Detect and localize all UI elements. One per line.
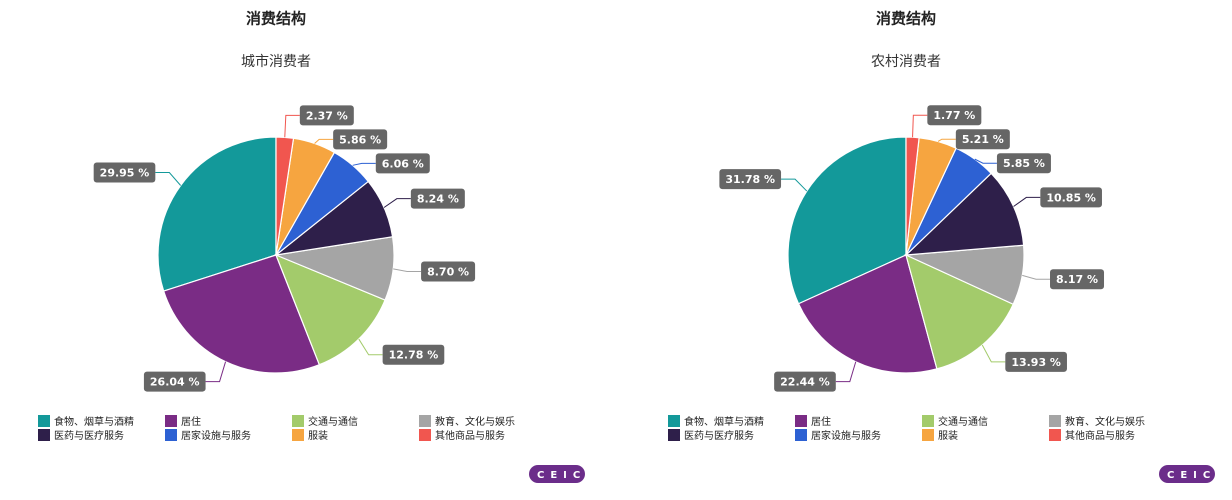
legend-swatch — [922, 415, 934, 427]
logo: CEIC — [1167, 470, 1216, 481]
legend-swatch — [292, 429, 304, 441]
legend-label: 食物、烟草与酒精 — [684, 415, 764, 428]
value-label: 1.77 % — [933, 109, 975, 122]
value-label-box — [955, 129, 1010, 150]
value-label-box — [375, 153, 430, 174]
value-label: 12.78 % — [389, 349, 439, 362]
value-label: 8.17 % — [1056, 273, 1098, 286]
legend-label: 交通与通信 — [938, 415, 988, 428]
value-label: 22.44 % — [780, 376, 830, 389]
legend-swatch — [922, 429, 934, 441]
legend-swatch — [668, 415, 680, 427]
legend-label: 服装 — [308, 429, 328, 442]
value-label-box — [333, 129, 388, 150]
legend-label: 居住 — [811, 415, 831, 428]
legend-label: 食物、烟草与酒精 — [54, 415, 134, 428]
value-label-box — [93, 162, 156, 183]
value-label-box — [299, 105, 354, 126]
leader-line — [205, 361, 227, 383]
legend-swatch — [38, 415, 50, 427]
legend-swatch — [38, 429, 50, 441]
pie-slice — [904, 172, 1025, 256]
value-label-box — [927, 105, 982, 126]
value-label-box — [382, 344, 445, 365]
leader-line — [314, 138, 334, 144]
legend-swatch — [165, 429, 177, 441]
chart-subtitle: 城市消费者 — [241, 53, 311, 70]
value-label-box — [1005, 351, 1067, 372]
legend-swatch — [795, 429, 807, 441]
legend-label: 居家设施与服务 — [811, 429, 881, 442]
value-label-box — [1050, 269, 1105, 290]
pie-slice — [274, 253, 386, 366]
value-label: 8.70 % — [427, 265, 469, 278]
value-label: 5.86 % — [339, 133, 381, 146]
chart-title: 消费结构 — [876, 10, 936, 28]
legend-swatch — [419, 415, 431, 427]
pie-slice — [905, 136, 920, 256]
value-label: 6.06 % — [382, 157, 424, 170]
leader-line — [912, 114, 928, 138]
leader-line — [284, 114, 300, 138]
value-label-box — [410, 188, 465, 209]
value-label: 13.93 % — [1011, 356, 1061, 369]
legend-swatch — [419, 429, 431, 441]
value-label-box — [774, 371, 836, 392]
legend-swatch — [165, 415, 177, 427]
leader-line — [352, 162, 376, 166]
leader-line — [393, 268, 422, 272]
legend-swatch — [292, 415, 304, 427]
legend-label: 教育、文化与娱乐 — [435, 415, 515, 428]
value-label: 2.37 % — [306, 109, 348, 122]
pie-slice — [797, 254, 938, 374]
pie-slice — [275, 136, 295, 256]
value-label: 29.95 % — [100, 167, 150, 180]
legend-swatch — [1049, 415, 1061, 427]
value-label-box — [996, 153, 1051, 174]
leader-line — [383, 198, 411, 208]
value-label: 5.21 % — [962, 133, 1004, 146]
value-label-box — [421, 261, 476, 282]
leader-line — [937, 138, 956, 142]
legend-swatch — [668, 429, 680, 441]
leader-line — [358, 338, 383, 356]
legend-label: 服装 — [938, 429, 958, 442]
value-label-box — [143, 371, 206, 392]
value-label: 31.78 % — [725, 173, 775, 186]
logo-badge — [529, 465, 585, 483]
pie-slice — [157, 136, 277, 292]
leader-line — [1022, 274, 1051, 280]
legend-label: 其他商品与服务 — [1065, 429, 1135, 442]
chart-title: 消费结构 — [246, 10, 306, 28]
legend-label: 医药与医疗服务 — [54, 429, 124, 442]
legend-label: 其他商品与服务 — [435, 429, 505, 442]
value-label: 10.85 % — [1046, 191, 1096, 204]
leader-line — [781, 178, 808, 192]
legend-label: 居住 — [181, 415, 201, 428]
leader-line — [981, 344, 1006, 363]
legend-label: 教育、文化与娱乐 — [1065, 415, 1145, 428]
pie-slice — [787, 136, 907, 305]
legend-swatch — [1049, 429, 1061, 441]
value-label-box — [719, 169, 782, 190]
legend-label: 交通与通信 — [308, 415, 358, 428]
legend-swatch — [795, 415, 807, 427]
logo: CEIC — [537, 470, 586, 481]
leader-line — [155, 172, 182, 186]
legend-label: 医药与医疗服务 — [684, 429, 754, 442]
chart-subtitle: 农村消费者 — [871, 54, 941, 70]
value-label: 8.24 % — [417, 193, 459, 206]
value-label: 5.85 % — [1003, 157, 1045, 170]
leader-line — [835, 361, 857, 383]
value-label: 26.04 % — [150, 376, 200, 389]
logo-badge — [1159, 465, 1215, 483]
leader-line — [1013, 196, 1041, 207]
leader-line — [974, 158, 997, 164]
value-label-box — [1040, 187, 1102, 208]
legend-label: 居家设施与服务 — [181, 429, 251, 442]
